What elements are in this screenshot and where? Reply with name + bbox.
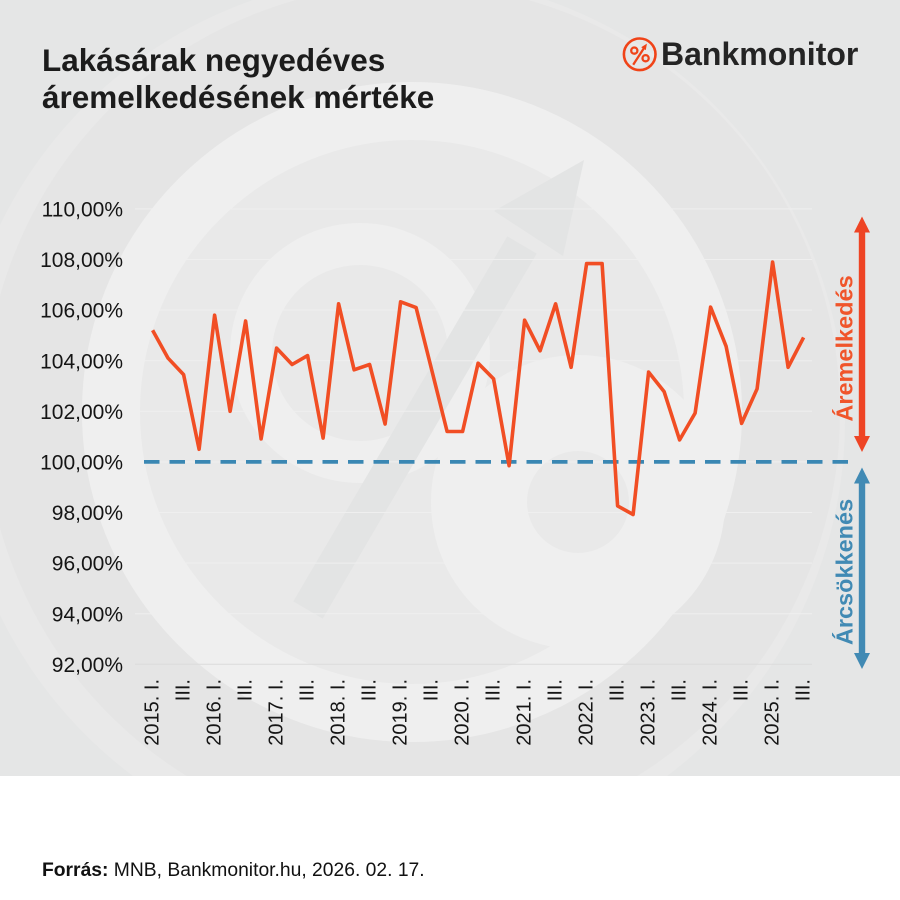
svg-text:III.: III.	[793, 679, 815, 701]
svg-text:2024. I.: 2024. I.	[700, 679, 722, 746]
svg-text:92,00%: 92,00%	[52, 654, 123, 677]
svg-text:94,00%: 94,00%	[52, 603, 123, 626]
svg-text:2016. I.: 2016. I.	[204, 679, 226, 746]
svg-text:Áremelkedés: Áremelkedés	[831, 275, 858, 421]
svg-text:áremelkedésének mértéke: áremelkedésének mértéke	[42, 79, 434, 115]
svg-text:III.: III.	[421, 679, 443, 701]
svg-text:Árcsökkenés: Árcsökkenés	[831, 499, 858, 645]
svg-text:2015. I.: 2015. I.	[142, 679, 164, 746]
svg-text:III.: III.	[731, 679, 753, 701]
svg-text:98,00%: 98,00%	[52, 502, 123, 525]
svg-text:III.: III.	[235, 679, 257, 701]
svg-text:2020. I.: 2020. I.	[452, 679, 474, 746]
svg-text:2022. I.: 2022. I.	[576, 679, 598, 746]
svg-text:106,00%: 106,00%	[40, 300, 123, 323]
svg-text:2019. I.: 2019. I.	[390, 679, 412, 746]
svg-text:102,00%: 102,00%	[40, 401, 123, 424]
svg-text:III.: III.	[359, 679, 381, 701]
svg-text:Lakásárak negyedéves: Lakásárak negyedéves	[42, 42, 385, 78]
svg-text:III.: III.	[173, 679, 195, 701]
svg-text:104,00%: 104,00%	[40, 350, 123, 373]
svg-text:Bankmonitor: Bankmonitor	[661, 36, 858, 72]
svg-text:108,00%: 108,00%	[40, 249, 123, 272]
svg-text:2021. I.: 2021. I.	[514, 679, 536, 746]
svg-text:III.: III.	[297, 679, 319, 701]
svg-text:96,00%: 96,00%	[52, 553, 123, 576]
svg-text:2023. I.: 2023. I.	[638, 679, 660, 746]
svg-text:100,00%: 100,00%	[40, 452, 123, 475]
svg-text:III.: III.	[483, 679, 505, 701]
svg-text:III.: III.	[545, 679, 567, 701]
svg-text:2025. I.: 2025. I.	[762, 679, 784, 746]
svg-text:2018. I.: 2018. I.	[328, 679, 350, 746]
svg-text:Forrás: MNB, Bankmonitor.hu, 2: Forrás: MNB, Bankmonitor.hu, 2026. 02. 1…	[42, 860, 425, 881]
svg-text:III.: III.	[607, 679, 629, 701]
svg-text:III.: III.	[669, 679, 691, 701]
svg-text:110,00%: 110,00%	[42, 199, 123, 222]
svg-text:2017. I.: 2017. I.	[266, 679, 288, 746]
